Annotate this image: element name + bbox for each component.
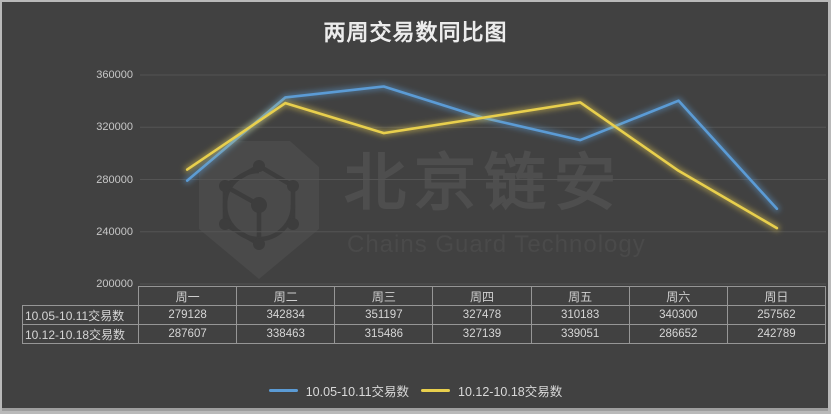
table-column-header: 周二 — [236, 286, 336, 306]
legend-line-swatch-icon — [268, 388, 298, 393]
watermark-text-cn: 北京链安 — [344, 149, 625, 218]
table-cell: 315486 — [334, 324, 434, 344]
table-row-header: 10.12-10.18交易数 — [22, 324, 139, 344]
table-cell: 242789 — [726, 324, 827, 344]
table-cell: 310183 — [530, 305, 630, 325]
legend-line-swatch-icon — [421, 388, 451, 393]
table-cell: 327478 — [432, 305, 532, 325]
table-cell: 286652 — [628, 324, 728, 344]
series-lines — [183, 83, 781, 232]
table-cell: 351197 — [334, 305, 434, 325]
table-cell: 340300 — [628, 305, 728, 325]
legend: 10.05-10.11交易数 10.12-10.18交易数 — [0, 381, 831, 400]
frame-bottom-strip — [2, 408, 828, 411]
legend-item: 10.12-10.18交易数 — [421, 381, 562, 400]
table-column-header: 周三 — [334, 286, 434, 306]
series-line-1-glow — [183, 99, 781, 232]
legend-item: 10.05-10.11交易数 — [268, 381, 410, 400]
table-row-header: 10.05-10.11交易数 — [22, 305, 139, 325]
data-table: 周一 周二 周三 周四 周五 周六 周日 10.05-10.11交易数 279128 34283… — [22, 286, 827, 344]
table-column-header: 周六 — [628, 286, 728, 306]
y-axis-tick-label: 240000 — [96, 225, 133, 238]
legend-label: 10.05-10.11交易数 — [305, 385, 410, 399]
y-axis-tick-label: 200000 — [96, 278, 133, 290]
y-axis-tick-label: 280000 — [96, 173, 133, 186]
table-cell: 287607 — [137, 324, 238, 344]
table-cell: 327139 — [432, 324, 532, 344]
table-cell: 342834 — [236, 305, 336, 325]
y-axis-tick-label: 320000 — [96, 121, 133, 134]
watermark-shield-logo-icon — [199, 141, 319, 279]
gridlines — [140, 74, 826, 285]
chart-title: 两周交易数同比图 — [323, 20, 508, 45]
series-line-0-core — [185, 85, 779, 211]
table-column-header: 周五 — [530, 286, 630, 306]
table-column-header: 周日 — [726, 286, 827, 306]
series-line-1-core — [185, 101, 779, 230]
table-cell: 339051 — [530, 324, 630, 344]
legend-label: 10.12-10.18交易数 — [458, 385, 563, 399]
table-row: 10.12-10.18交易数 287607 338463 315486 327139 33… — [22, 324, 827, 344]
table-column-header: 周一 — [137, 286, 238, 306]
table-cell: 279128 — [137, 305, 238, 325]
y-axis-tick-label: 360000 — [96, 69, 133, 81]
table-column-header: 周四 — [432, 286, 532, 306]
table-cell: 257562 — [726, 305, 827, 325]
table-corner-cell — [23, 287, 139, 306]
watermark-text-en: Chains Guard Technology — [347, 231, 646, 258]
table-row: 10.05-10.11交易数 279128 342834 351197 327478 31… — [22, 305, 827, 325]
table-cell: 338463 — [236, 324, 336, 344]
